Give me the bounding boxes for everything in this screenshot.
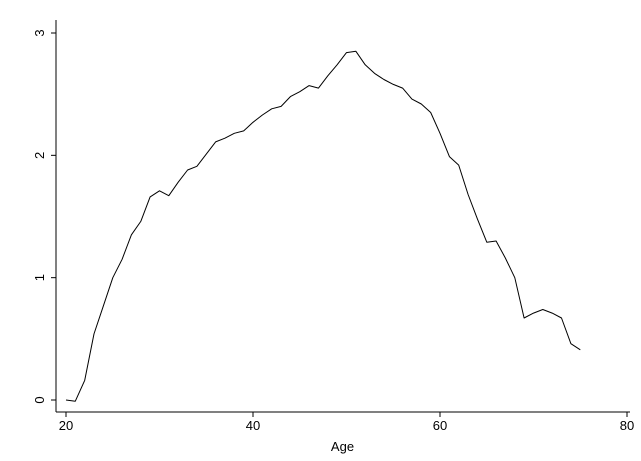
x-tick-label: 80 xyxy=(620,418,634,433)
chart-ticks: 20 40 60 80 0 1 2 3 xyxy=(32,29,634,433)
y-tick-label: 3 xyxy=(32,29,47,36)
x-tick-label: 40 xyxy=(246,418,260,433)
x-tick-label: 20 xyxy=(59,418,73,433)
y-tick-label: 0 xyxy=(32,396,47,403)
x-tick-label: 60 xyxy=(433,418,447,433)
y-tick-label: 1 xyxy=(32,274,47,281)
x-axis-title: Age xyxy=(331,439,354,454)
chart-axes xyxy=(55,20,630,413)
series-line xyxy=(65,50,581,402)
plot-area xyxy=(65,50,581,402)
y-tick-label: 2 xyxy=(32,152,47,159)
